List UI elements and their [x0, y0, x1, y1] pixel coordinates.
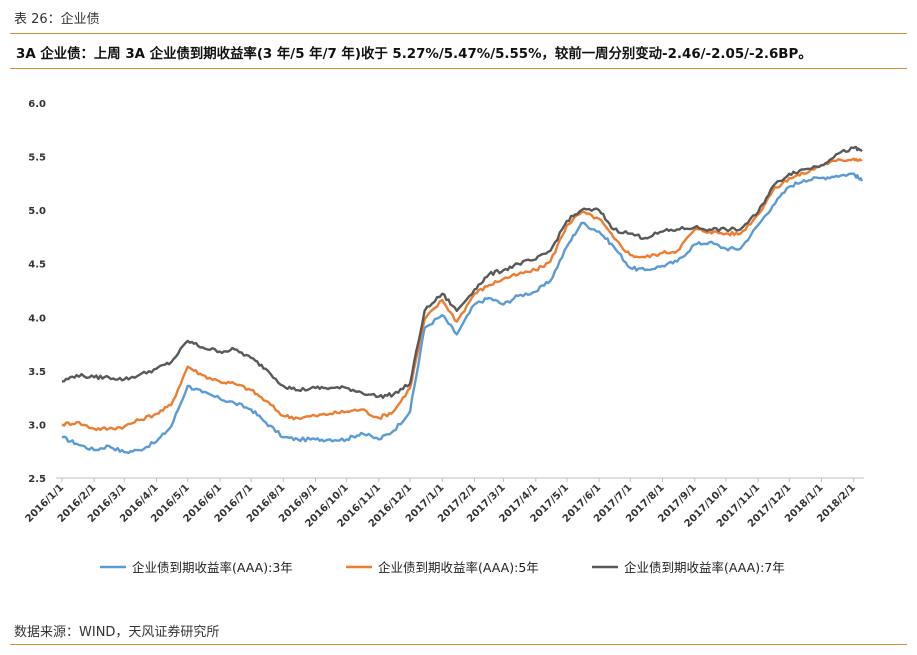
y-tick-label: 4.5 — [28, 260, 46, 271]
headline-rule — [10, 68, 907, 69]
y-axis: 6.0 5.5 5.0 4.5 4.0 3.5 3.0 2.5 — [28, 99, 46, 485]
y-tick-label: 3.0 — [28, 420, 46, 431]
series-line-2 — [61, 157, 863, 432]
legend-label: 企业债到期收益率(AAA):7年 — [624, 560, 785, 575]
series-lines — [61, 145, 864, 455]
legend-label: 企业债到期收益率(AAA):5年 — [378, 560, 539, 575]
y-tick-label: 5.0 — [28, 206, 46, 217]
legend: 企业债到期收益率(AAA):3年 企业债到期收益率(AAA):5年 企业债到期收益率… — [100, 560, 785, 575]
line-chart: 6.0 5.5 5.0 4.5 4.0 3.5 3.0 2.5 2016/1/12016/2/… — [24, 99, 864, 575]
bottom-rule — [10, 644, 907, 645]
table-caption: 表 26：企业债 — [14, 12, 100, 27]
series-line-3 — [61, 145, 863, 399]
y-tick-label: 3.5 — [28, 367, 46, 378]
y-tick-label: 5.5 — [28, 153, 46, 164]
top-rule — [10, 33, 907, 34]
headline: 3A 企业债：上周 3A 企业债到期收益率(3 年/5 年/7 年)收于 5.2… — [16, 47, 812, 62]
y-tick-label: 6.0 — [28, 99, 46, 110]
x-axis: 2016/1/12016/2/12016/3/12016/4/12016/5/1… — [24, 478, 858, 530]
series-line-1 — [61, 172, 864, 455]
legend-label: 企业债到期收益率(AAA):3年 — [132, 560, 293, 575]
y-tick-label: 2.5 — [28, 474, 46, 485]
y-tick-label: 4.0 — [28, 313, 46, 324]
source-note: 数据来源：WIND，天风证券研究所 — [14, 625, 220, 640]
